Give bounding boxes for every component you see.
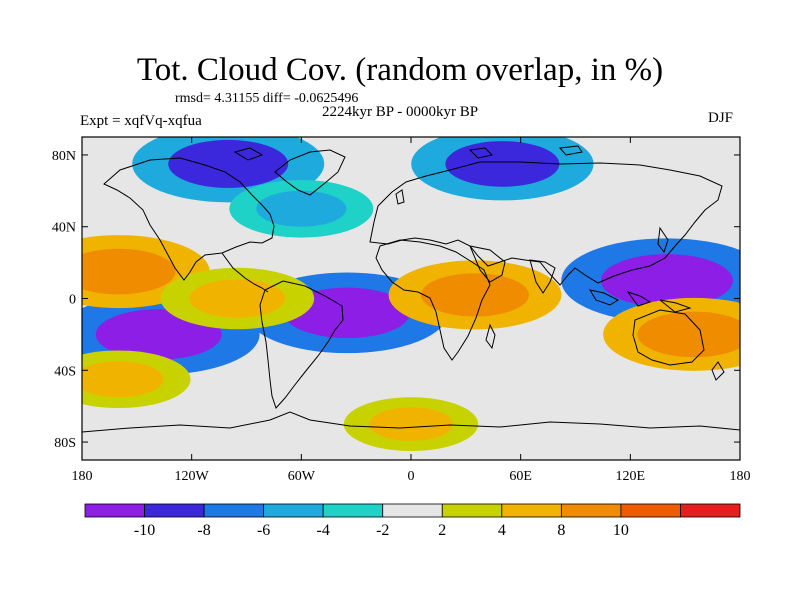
colorbar-label: -2 [376,522,389,539]
colorbar-swatch [322,503,384,518]
region-core [256,190,347,227]
colorbar-swatch [620,503,681,518]
colorbar-label: 8 [557,522,565,539]
region-core [369,407,453,441]
lat-tick-label: 0 [69,293,76,308]
longitude-axis: 180 120W 60W 0 60E 120E 180 [72,137,751,484]
colorbar-label: 4 [498,522,506,539]
colorbar-swatch [680,503,741,518]
colorbar-label: -4 [317,522,330,539]
colorbar-label: 10 [613,522,629,539]
stats-text: rmsd= 4.31155 diff= -0.0625496 [175,91,359,106]
page-title: Tot. Cloud Cov. (random overlap, in %) [136,52,664,88]
lon-tick-label: 120E [616,469,646,484]
latitude-axis: 80N 40N 0 40S 80S [52,149,740,451]
colorbar-swatch [560,503,622,518]
region-core [445,141,560,187]
region-core [420,273,529,317]
colorbar-swatch [84,503,145,518]
colorbar-swatch [382,503,443,518]
period-label: 2224kyr BP - 0000kyr BP [322,104,479,120]
region-core [284,287,411,339]
lat-tick-label: 40S [54,364,76,379]
lon-tick-label: 180 [72,469,93,484]
season-label: DJF [708,110,734,126]
lon-tick-label: 0 [408,469,415,484]
colorbar: -10 -8 -6 -4 -2 2 4 8 10 [84,503,741,539]
region-core [189,279,286,318]
lon-tick-label: 60W [288,469,316,484]
map-field [82,137,740,460]
colorbar-label: -8 [197,522,210,539]
lon-tick-label: 120W [175,469,210,484]
lat-tick-label: 80S [54,436,76,451]
region-core [82,248,176,295]
colorbar-swatch [144,503,205,518]
colorbar-swatch [441,503,503,518]
colorbar-label: 2 [438,522,446,539]
experiment-label: Expt = xqfVq-xqfua [80,113,202,129]
lon-tick-label: 180 [730,469,751,484]
colorbar-swatch [203,503,265,518]
lat-tick-label: 80N [52,149,76,164]
colorbar-label: -6 [257,522,270,539]
lon-tick-label: 60E [509,469,532,484]
region-core [82,361,164,398]
colorbar-swatch [501,503,562,518]
colorbar-swatch [263,503,324,518]
region-core [168,139,289,188]
contour-fills [82,137,740,451]
colorbar-label: -10 [134,522,155,539]
region-core [637,311,740,358]
coastlines [82,145,740,433]
lat-tick-label: 40N [52,221,76,236]
